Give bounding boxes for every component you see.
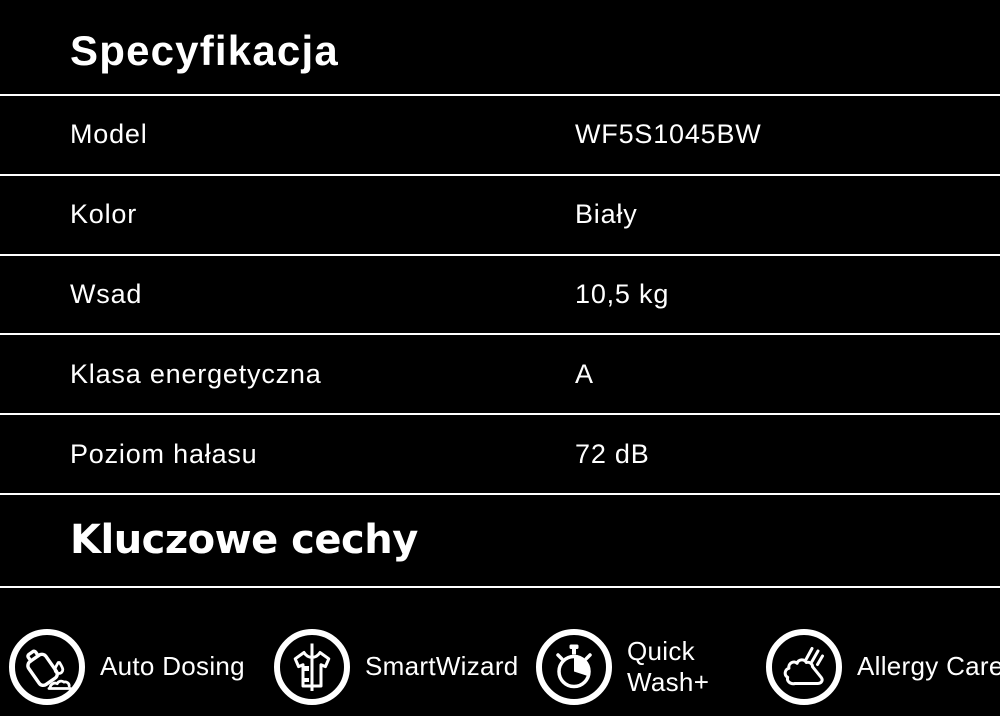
spec-value: A xyxy=(575,358,594,389)
spec-label: Wsad xyxy=(70,278,143,309)
feature-smart-wizard: SmartWizard xyxy=(273,628,519,706)
spec-row-noise-level: Poziom hałasu 72 dB xyxy=(0,415,1000,495)
feature-auto-dosing: Auto Dosing xyxy=(8,628,245,706)
feature-label: Quick Wash+ xyxy=(627,636,709,698)
spec-row-model: Model WF5S1045BW xyxy=(0,96,1000,176)
spec-label: Klasa energetyczna xyxy=(70,358,322,389)
feature-label: Auto Dosing xyxy=(100,651,245,682)
features-row: Auto Dosing SmartWizard xyxy=(0,588,1000,714)
spec-value: 10,5 kg xyxy=(575,278,670,309)
spec-row-energy-class: Klasa energetyczna A xyxy=(0,335,1000,416)
spec-label: Kolor xyxy=(70,199,138,230)
spec-value: WF5S1045BW xyxy=(575,119,762,150)
features-section-header: Kluczowe cechy xyxy=(0,495,1000,588)
feature-label: SmartWizard xyxy=(365,651,519,682)
feature-allergy-care: Allergy Care xyxy=(765,628,1000,706)
spec-row-load: Wsad 10,5 kg xyxy=(0,256,1000,336)
spec-row-color: Kolor Biały xyxy=(0,176,1000,256)
feature-label-line-2: Wash+ xyxy=(627,666,710,697)
spec-value: Biały xyxy=(575,199,638,230)
spec-table: Model WF5S1045BW Kolor Biały Wsad 10,5 k… xyxy=(0,96,1000,495)
spec-section-header: Specyfikacja xyxy=(0,0,1000,96)
spec-label: Poziom hałasu xyxy=(70,438,258,469)
spec-value: 72 dB xyxy=(575,438,650,469)
feature-label-line-1: Quick xyxy=(627,635,695,666)
spec-label: Model xyxy=(70,119,148,150)
allergy-care-icon xyxy=(766,628,842,705)
smart-wizard-icon xyxy=(274,628,350,705)
feature-quick-wash: Quick Wash+ xyxy=(535,628,709,706)
spec-section-title: Specyfikacja xyxy=(70,27,339,74)
features-section-title: Kluczowe cechy xyxy=(70,517,418,564)
quick-wash-icon xyxy=(536,628,612,705)
auto-dosing-icon xyxy=(9,628,85,705)
feature-label: Allergy Care xyxy=(857,651,1000,682)
